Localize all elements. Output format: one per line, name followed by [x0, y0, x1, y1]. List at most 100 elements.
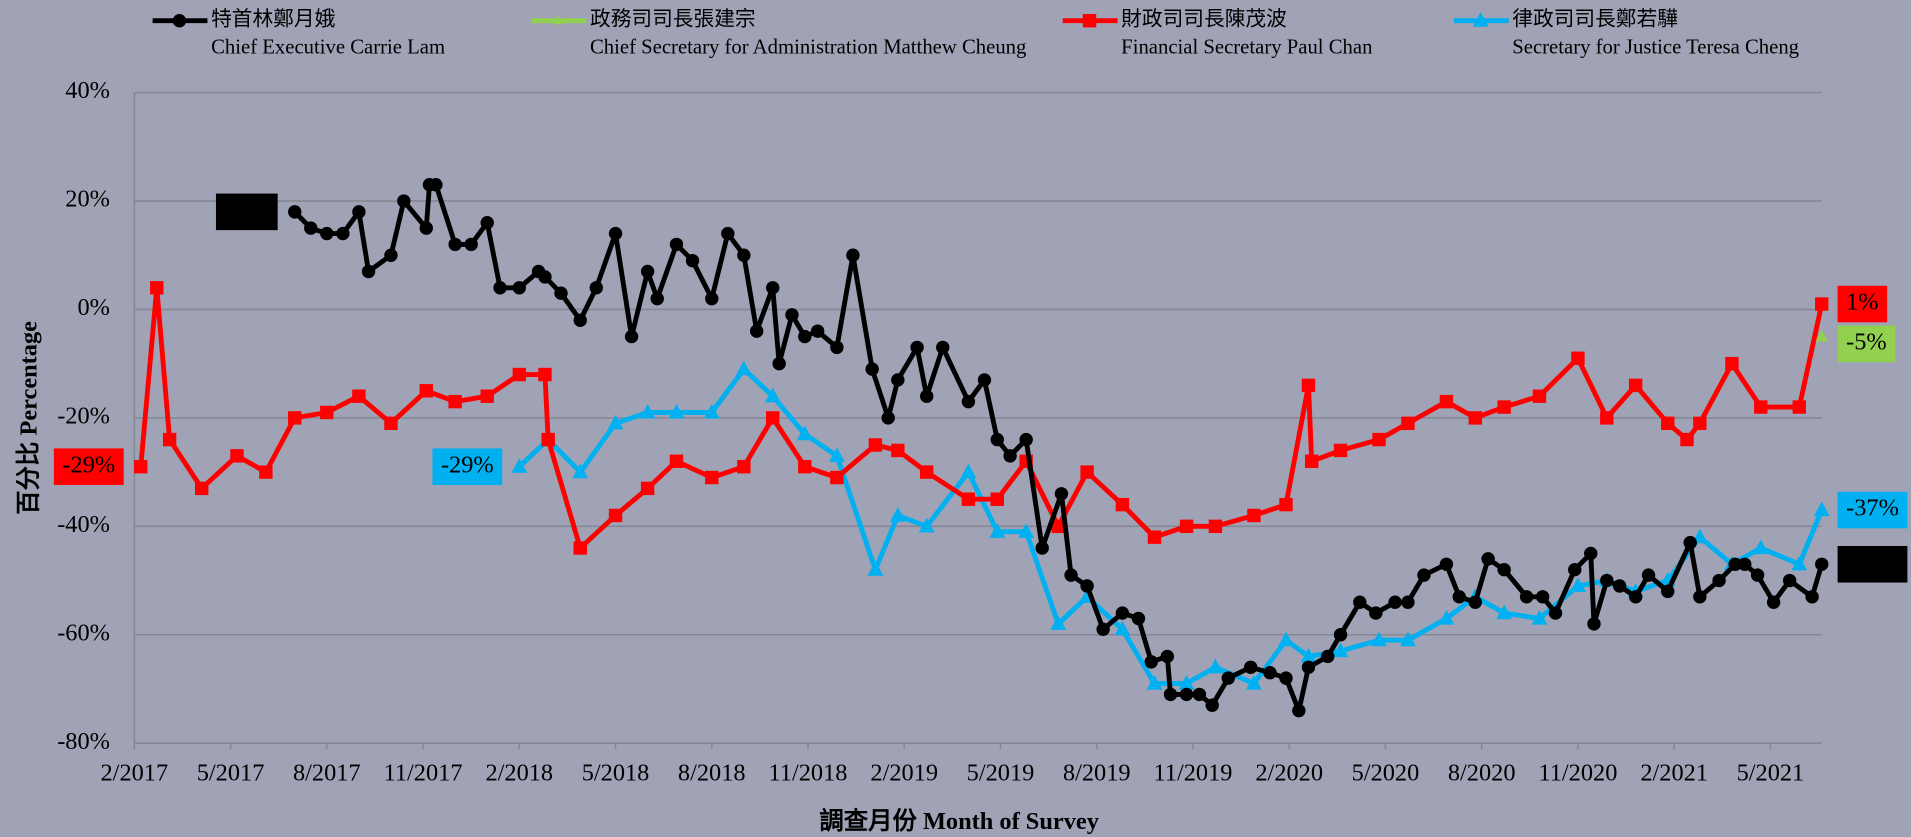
x-tick-label: 8/2019 — [1063, 759, 1131, 786]
point — [867, 561, 884, 576]
legend-marker — [172, 14, 187, 28]
x-tick-label: 2/2021 — [1640, 759, 1708, 786]
point — [830, 340, 844, 355]
y-tick-label: 20% — [65, 186, 110, 213]
point — [910, 340, 924, 355]
point — [766, 281, 780, 295]
point — [1439, 394, 1454, 409]
point — [448, 394, 462, 409]
point — [352, 205, 366, 219]
value-label: -29% — [62, 451, 115, 478]
point — [798, 459, 812, 474]
legend-label: 律政司司長鄭若驊 — [1512, 7, 1678, 30]
value-label: 1% — [1846, 289, 1878, 316]
point — [640, 481, 655, 496]
point — [881, 411, 895, 425]
point — [150, 281, 164, 295]
point — [1300, 647, 1317, 663]
point — [1244, 660, 1258, 674]
point — [1791, 555, 1808, 571]
point — [1054, 487, 1069, 501]
point — [764, 387, 781, 403]
point — [785, 308, 799, 322]
point — [1815, 329, 1829, 342]
point — [828, 447, 845, 462]
point — [1782, 573, 1797, 588]
point — [288, 411, 302, 425]
point — [304, 221, 318, 235]
point — [669, 237, 684, 252]
point — [1531, 609, 1548, 625]
point — [766, 411, 780, 425]
x-tick-label: 8/2020 — [1448, 759, 1516, 786]
value-label-box — [215, 193, 278, 231]
point — [1754, 400, 1768, 414]
point — [936, 340, 950, 355]
point — [1496, 604, 1513, 620]
y-tick-label: -20% — [57, 402, 110, 429]
point — [1661, 584, 1675, 599]
point — [1051, 519, 1065, 534]
point — [1452, 590, 1466, 604]
point — [397, 194, 411, 208]
point — [541, 432, 555, 447]
point — [464, 237, 478, 252]
point — [1612, 579, 1627, 593]
series: -29% 1% — [53, 281, 1888, 555]
point — [1693, 590, 1707, 604]
legend-label-en: Chief Secretary for Administration Matth… — [590, 36, 1026, 58]
legend-label-en: Secretary for Justice Teresa Cheng — [1512, 36, 1799, 58]
legend-label: 特首林鄭月娥 — [211, 7, 336, 30]
x-tick-label: 8/2017 — [293, 759, 361, 786]
point — [1147, 530, 1162, 544]
point — [1246, 675, 1262, 690]
point — [1179, 687, 1194, 702]
point — [1146, 675, 1163, 690]
point — [961, 492, 976, 506]
point — [1372, 432, 1386, 447]
x-axis-title: 調查月份 Month of Survey — [819, 807, 1098, 835]
point — [1301, 378, 1316, 393]
point — [1353, 595, 1367, 609]
point — [1792, 400, 1806, 414]
point — [1401, 595, 1415, 609]
x-tick-label: 5/2018 — [582, 759, 650, 786]
point — [162, 432, 177, 447]
point — [195, 481, 209, 496]
point — [573, 313, 587, 328]
point — [639, 403, 656, 419]
point — [1535, 590, 1550, 604]
point — [1438, 609, 1455, 625]
point — [989, 523, 1006, 538]
point — [512, 281, 526, 295]
point — [1144, 655, 1158, 669]
point — [1661, 416, 1675, 431]
point — [1600, 573, 1614, 588]
legend-marker — [553, 15, 564, 25]
point — [480, 216, 494, 230]
value-label: -29% — [441, 451, 494, 478]
point — [705, 470, 719, 485]
x-tick-label: 5/2021 — [1737, 759, 1805, 786]
point — [1205, 698, 1219, 712]
point — [1571, 351, 1585, 365]
x-tick-label: 11/2018 — [769, 759, 848, 786]
point — [538, 367, 552, 382]
point — [1192, 687, 1207, 702]
point — [960, 463, 977, 479]
point — [703, 403, 720, 419]
point — [1208, 519, 1223, 534]
point — [493, 281, 507, 295]
point — [737, 248, 751, 262]
legend-label: 財政司司長陳茂波 — [1121, 7, 1287, 30]
point — [512, 367, 526, 382]
value-label-box — [1837, 285, 1888, 323]
point — [1738, 557, 1752, 571]
point — [1301, 660, 1316, 674]
legend-marker — [1082, 14, 1097, 28]
point — [1683, 535, 1697, 550]
x-tick-label: 2/2018 — [485, 759, 553, 786]
point — [1160, 649, 1175, 664]
point — [1114, 620, 1131, 636]
point — [1752, 539, 1769, 555]
